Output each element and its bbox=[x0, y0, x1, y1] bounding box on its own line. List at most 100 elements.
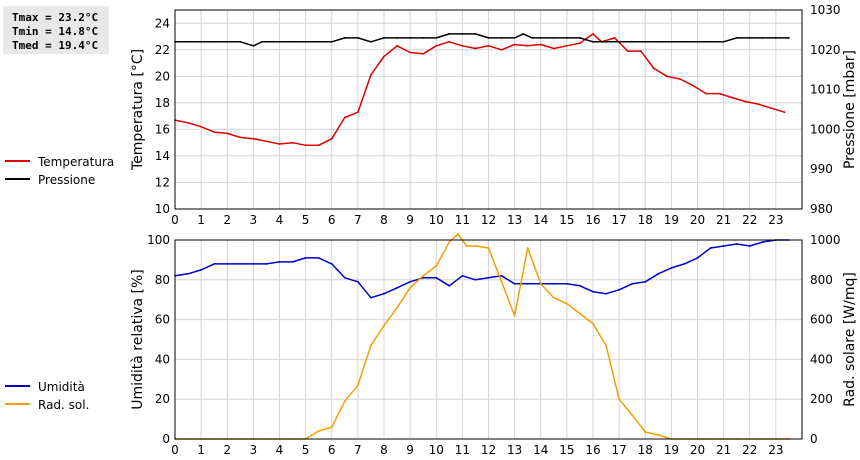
x-tick-label: 22 bbox=[742, 443, 757, 457]
data-point bbox=[343, 400, 346, 403]
x-tick-label: 23 bbox=[768, 213, 783, 227]
data-point bbox=[370, 296, 372, 299]
data-point bbox=[631, 414, 634, 416]
data-point bbox=[618, 398, 620, 401]
y2-tick-label: 1000 bbox=[810, 233, 841, 247]
data-point bbox=[761, 37, 764, 39]
data-point bbox=[626, 50, 629, 52]
x-tick-label: 9 bbox=[406, 443, 414, 457]
data-point bbox=[566, 37, 568, 39]
y2-tick-label: 1000 bbox=[810, 122, 841, 136]
data-point bbox=[317, 257, 320, 259]
data-point bbox=[618, 40, 620, 43]
data-point bbox=[513, 314, 516, 317]
data-point bbox=[631, 40, 634, 43]
data-point bbox=[748, 37, 751, 39]
series-line bbox=[174, 33, 785, 147]
data-point bbox=[657, 272, 660, 275]
data-point bbox=[457, 233, 459, 235]
data-point bbox=[748, 245, 751, 247]
data-point bbox=[422, 276, 425, 279]
data-point bbox=[200, 40, 203, 43]
data-point bbox=[683, 40, 686, 43]
legend-label: Rad. sol. bbox=[38, 398, 89, 412]
x-tick-label: 14 bbox=[533, 213, 548, 227]
data-point bbox=[396, 286, 398, 289]
data-point bbox=[513, 282, 516, 285]
data-point bbox=[709, 40, 712, 43]
y-axis-title: Temperatura [°C] bbox=[130, 49, 146, 171]
x-tick-label: 7 bbox=[354, 213, 362, 227]
x-tick-label: 17 bbox=[611, 213, 626, 227]
y2-axis-title: Pressione [mbar] bbox=[842, 50, 858, 169]
y-tick-label: 20 bbox=[155, 392, 170, 406]
x-tick-label: 23 bbox=[768, 443, 783, 457]
x-tick-label: 21 bbox=[716, 443, 731, 457]
data-point bbox=[539, 37, 542, 39]
data-point bbox=[317, 40, 320, 43]
data-point bbox=[500, 37, 503, 39]
data-point bbox=[657, 40, 660, 43]
data-point bbox=[500, 48, 503, 51]
data-point bbox=[265, 140, 268, 143]
y2-tick-label: 800 bbox=[810, 273, 833, 287]
data-point bbox=[383, 37, 385, 39]
data-point bbox=[552, 37, 555, 39]
y2-tick-label: 1030 bbox=[810, 3, 841, 17]
data-point bbox=[735, 37, 738, 39]
y2-tick-label: 400 bbox=[810, 352, 833, 366]
data-point bbox=[357, 111, 359, 114]
data-point bbox=[435, 276, 438, 279]
data-point bbox=[330, 137, 333, 140]
data-point bbox=[670, 40, 673, 43]
data-point bbox=[422, 52, 425, 55]
x-tick-label: 1 bbox=[197, 213, 205, 227]
data-point bbox=[639, 50, 642, 52]
x-tick-label: 22 bbox=[742, 213, 757, 227]
y-tick-label: 40 bbox=[155, 352, 170, 366]
x-tick-label: 7 bbox=[354, 443, 362, 457]
data-point bbox=[448, 33, 451, 35]
data-point bbox=[330, 426, 333, 428]
data-point bbox=[422, 274, 425, 277]
y-tick-label: 20 bbox=[155, 69, 170, 83]
data-point bbox=[579, 312, 581, 315]
data-point bbox=[278, 143, 281, 145]
legend-label: Pressione bbox=[38, 173, 95, 187]
x-tick-label: 19 bbox=[664, 213, 679, 227]
data-point bbox=[409, 280, 411, 283]
x-tick-label: 10 bbox=[429, 213, 444, 227]
data-point bbox=[709, 247, 712, 249]
data-point bbox=[513, 43, 516, 46]
data-point bbox=[696, 40, 699, 43]
data-point bbox=[683, 263, 686, 265]
data-point bbox=[226, 263, 229, 265]
data-point bbox=[291, 141, 294, 144]
data-point bbox=[304, 144, 307, 147]
data-point bbox=[592, 322, 594, 325]
x-tick-label: 8 bbox=[380, 213, 388, 227]
x-tick-label: 20 bbox=[690, 213, 705, 227]
y2-tick-label: 600 bbox=[810, 313, 833, 327]
data-point bbox=[461, 33, 464, 35]
data-point bbox=[679, 78, 681, 80]
data-point bbox=[788, 37, 790, 39]
x-tick-label: 6 bbox=[328, 213, 336, 227]
data-point bbox=[605, 344, 607, 347]
data-point bbox=[552, 282, 555, 285]
data-point bbox=[200, 269, 203, 271]
plot-frame bbox=[174, 9, 803, 210]
data-point bbox=[409, 51, 411, 54]
data-point bbox=[722, 245, 725, 247]
x-tick-label: 19 bbox=[664, 443, 679, 457]
data-point bbox=[265, 263, 268, 265]
series-1 bbox=[174, 33, 790, 47]
data-point bbox=[705, 92, 707, 95]
data-point bbox=[383, 324, 385, 327]
stats-box: Tmax = 23.2°C Tmin = 14.8°C Tmed = 19.4°… bbox=[3, 6, 109, 54]
data-point bbox=[461, 44, 464, 47]
data-point bbox=[261, 40, 263, 43]
data-point bbox=[187, 121, 190, 124]
y2-tick-label: 1010 bbox=[810, 83, 841, 97]
